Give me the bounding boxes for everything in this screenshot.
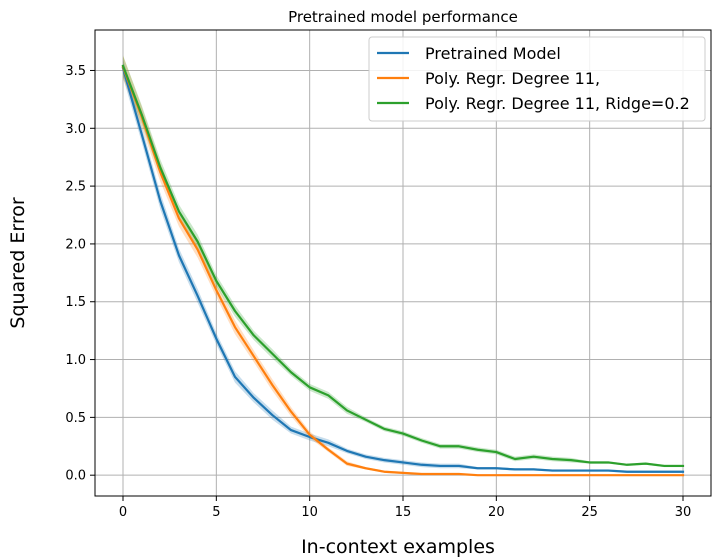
y-tick-label: 0.0 (65, 469, 86, 484)
axis-ticks: 0 5 10 15 20 25 30 0.0 0.5 1.0 1.5 2.0 2.5 3.0 3.5 (65, 64, 691, 520)
y-tick-label: 3.5 (65, 64, 86, 79)
x-tick-label: 15 (395, 505, 412, 520)
x-tick-label: 20 (488, 505, 505, 520)
x-tick-label: 10 (301, 505, 318, 520)
y-tick-label: 2.0 (65, 237, 86, 252)
x-tick-label: 25 (581, 505, 598, 520)
series-line-0 (121, 66, 685, 473)
legend-label-1: Poly. Regr. Degree 11, (425, 69, 600, 88)
y-tick-label: 3.0 (65, 122, 86, 137)
y-tick-label: 1.0 (65, 353, 86, 368)
x-tick-label: 30 (675, 505, 692, 520)
series-line-1 (121, 65, 685, 477)
legend-box (368, 36, 706, 122)
series-line-2 (121, 64, 685, 468)
y-tick-label: 0.5 (65, 411, 86, 426)
series-lines (121, 64, 685, 477)
x-tick-label: 5 (212, 505, 220, 520)
legend-label-2: Poly. Regr. Degree 11, Ridge=0.2 (425, 94, 690, 113)
legend-label-0: Pretrained Model (425, 44, 561, 63)
x-tick-label: 0 (119, 505, 127, 520)
y-tick-label: 1.5 (65, 295, 86, 310)
x-axis-label: In-context examples (301, 536, 495, 558)
y-axis-label: Squared Error (7, 197, 29, 328)
y-tick-label: 2.5 (65, 180, 86, 195)
chart-title: Pretrained model performance (288, 8, 518, 26)
legend: Pretrained Model Poly. Regr. Degree 11, Po… (368, 36, 706, 122)
